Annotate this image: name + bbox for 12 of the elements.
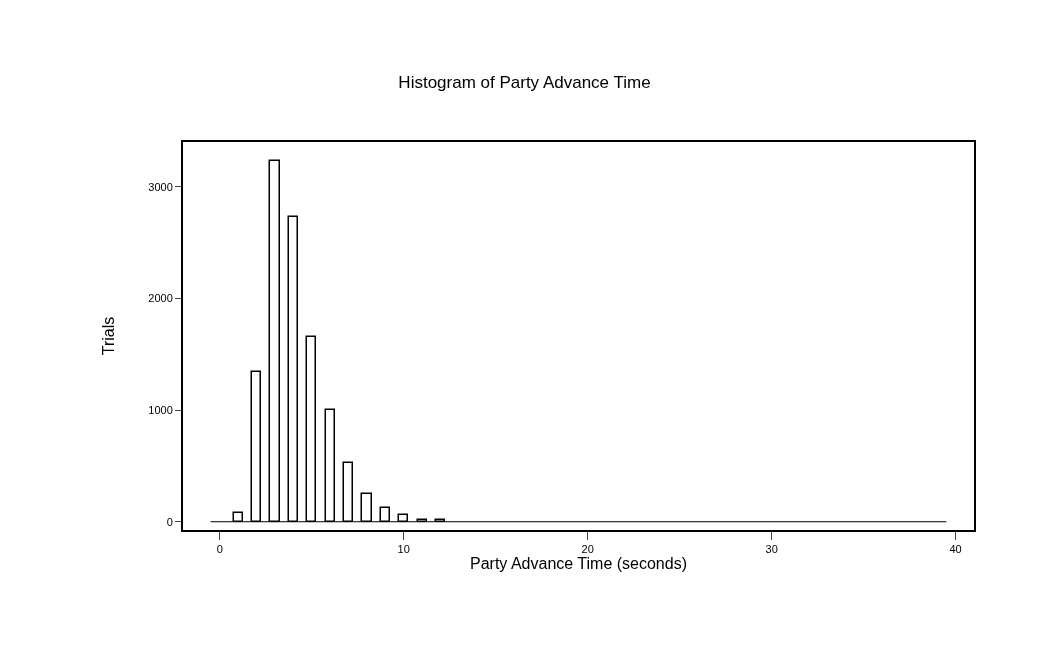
chart-title: Histogram of Party Advance Time [398, 72, 651, 92]
x-tick-label: 20 [581, 543, 594, 556]
y-tick-label: 2000 [148, 292, 173, 305]
x-tick-label: 10 [397, 543, 410, 556]
y-tick-label: 0 [166, 515, 173, 528]
x-tick-label: 30 [765, 543, 778, 556]
y-axis-title: Trials [99, 316, 117, 356]
y-tick-label: 3000 [148, 180, 173, 193]
x-tick-label: 40 [949, 543, 962, 556]
y-tick-label: 1000 [148, 403, 173, 416]
x-axis-title: Party Advance Time (seconds) [470, 555, 687, 573]
x-tick-label: 0 [216, 543, 223, 556]
